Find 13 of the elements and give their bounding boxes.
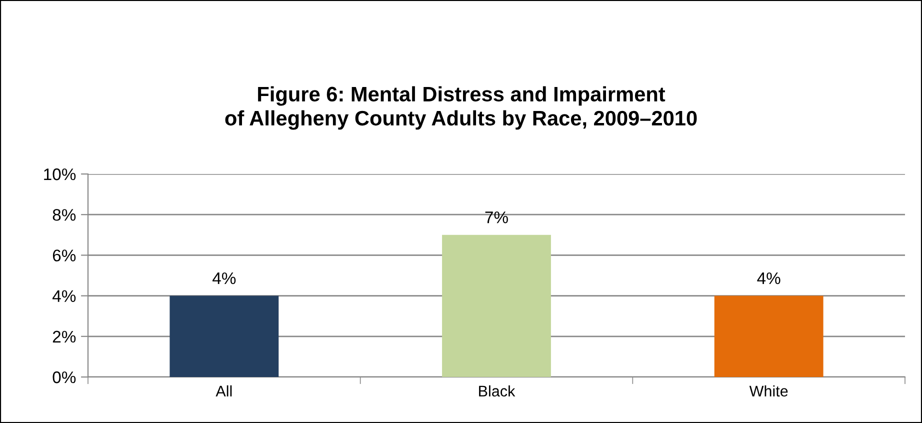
- y-tick-label: 8%: [52, 209, 76, 221]
- chart-title: Figure 6: Mental Distress and Impairment of Allegheny County Adults by Race, 2009–2010: [225, 86, 697, 130]
- data-label: 4%: [757, 272, 780, 284]
- y-tick-label: 6%: [52, 250, 76, 262]
- x-tick-label: Black: [479, 385, 516, 397]
- x-tick-label: All: [216, 385, 232, 396]
- y-tick-label: 4%: [52, 290, 76, 302]
- x-tick-label: White: [749, 385, 788, 397]
- data-label: 4%: [212, 272, 236, 284]
- y-tick-label: 0%: [52, 371, 76, 384]
- y-tick-label: 2%: [52, 330, 76, 343]
- y-tick-label: 10%: [44, 168, 76, 180]
- data-label: 7%: [485, 212, 508, 224]
